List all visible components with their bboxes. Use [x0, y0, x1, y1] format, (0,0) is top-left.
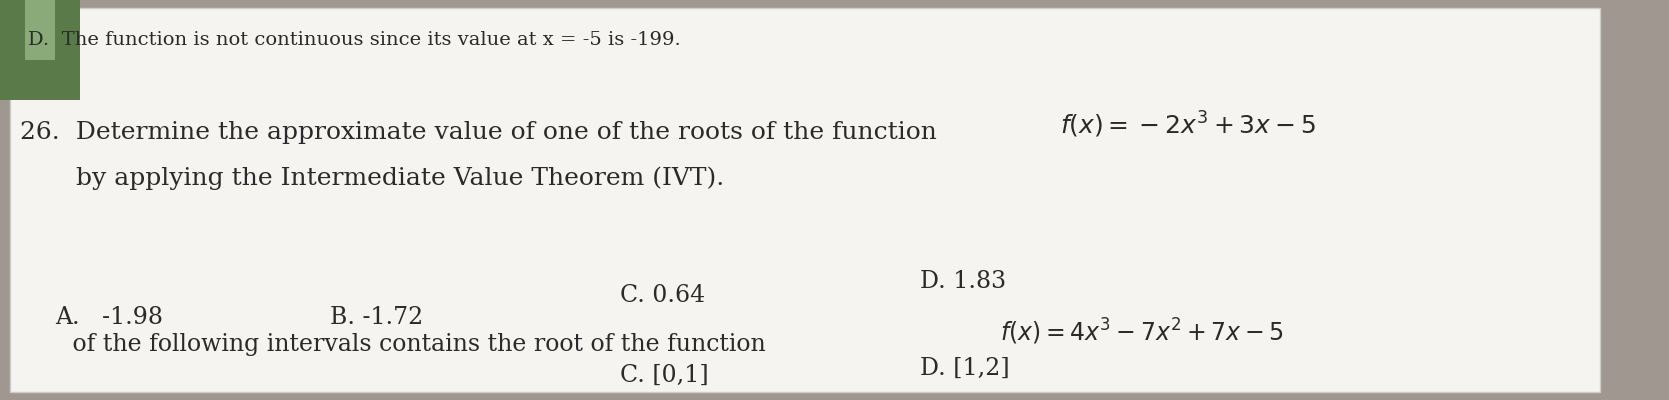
Text: by applying the Intermediate Value Theorem (IVT).: by applying the Intermediate Value Theor…	[20, 166, 724, 190]
Text: 26.  Determine the approximate value of one of the roots of the function: 26. Determine the approximate value of o…	[20, 120, 936, 144]
Text: of the following intervals contains the root of the function: of the following intervals contains the …	[20, 334, 766, 356]
Polygon shape	[25, 0, 55, 60]
Text: B. -1.72: B. -1.72	[330, 306, 424, 330]
Text: A.   -1.98: A. -1.98	[55, 306, 164, 330]
Text: D. 1.83: D. 1.83	[920, 270, 1006, 294]
FancyBboxPatch shape	[10, 8, 1601, 392]
Text: C. [0,1]: C. [0,1]	[619, 364, 709, 386]
Text: D. [1,2]: D. [1,2]	[920, 356, 1010, 380]
FancyBboxPatch shape	[0, 0, 80, 100]
Text: D.  The function is not continuous since its value at x = -5 is -199.: D. The function is not continuous since …	[28, 31, 681, 49]
Text: $f(x) = -2x^3 + 3x - 5$: $f(x) = -2x^3 + 3x - 5$	[1060, 110, 1315, 140]
Text: C. 0.64: C. 0.64	[619, 284, 706, 306]
Text: $f(x) = 4x^3 - 7x^2 + 7x - 5$: $f(x) = 4x^3 - 7x^2 + 7x - 5$	[1000, 317, 1283, 347]
